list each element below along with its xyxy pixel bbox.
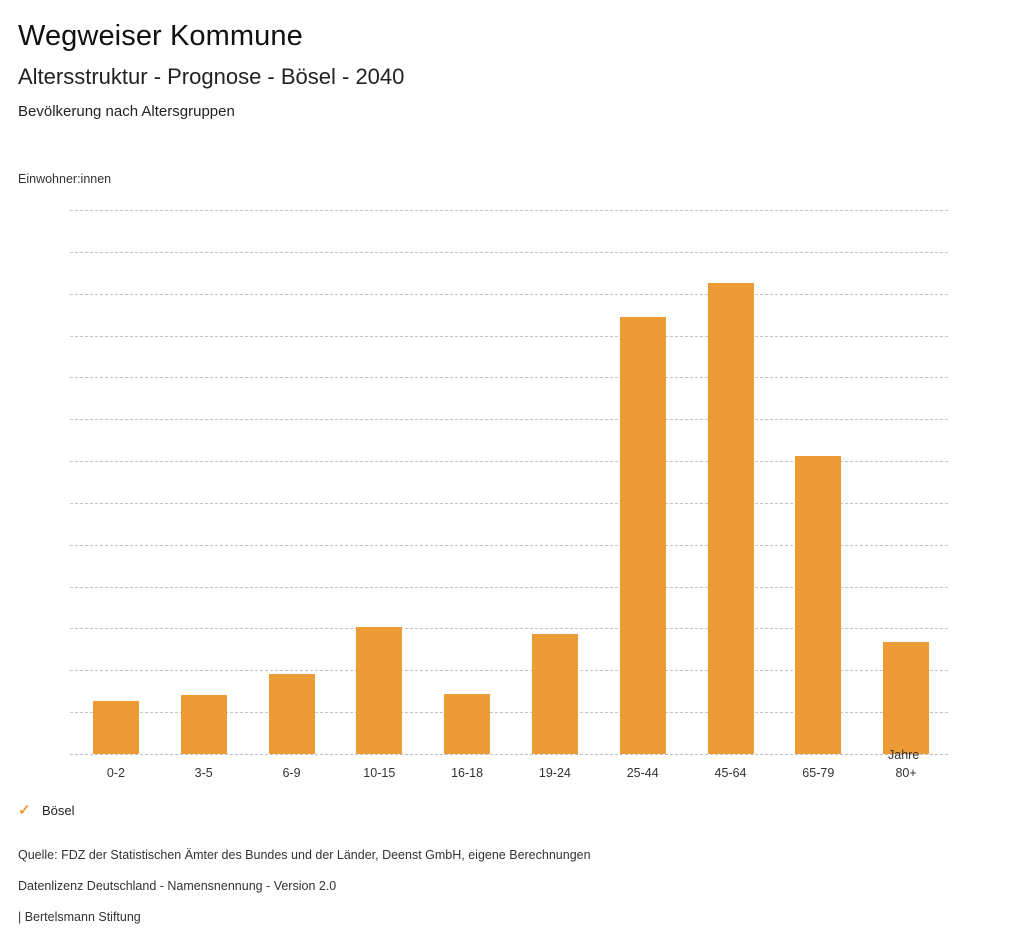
footer-line: Quelle: FDZ der Statistischen Ämter des …: [18, 848, 591, 862]
x-axis-tick-label: 25-44: [626, 766, 659, 780]
bar[interactable]: [92, 701, 139, 754]
x-axis-tick-label: 80+: [895, 766, 917, 780]
bar[interactable]: [531, 633, 578, 754]
x-axis-tick-label: 10-15: [363, 766, 396, 780]
gridline: [70, 628, 948, 630]
page-subsubtitle: Bevölkerung nach Altersgruppen: [18, 103, 235, 120]
plot-area: 2.6002.4002.2002.0001.8001.6001.4001.200…: [70, 210, 948, 780]
bar[interactable]: [444, 693, 491, 754]
gridline: [70, 502, 948, 504]
x-axis-title: Jahre: [888, 748, 920, 762]
chart-legend[interactable]: ✓ Bösel: [18, 801, 75, 819]
bar[interactable]: [795, 455, 842, 754]
gridline: [70, 544, 948, 546]
bar[interactable]: [619, 316, 666, 754]
gridline: [70, 670, 948, 672]
gridline: [70, 712, 948, 714]
x-axis-tick-label: 3-5: [194, 766, 213, 780]
x-axis-tick-label: 6-9: [282, 766, 301, 780]
footer-line: Datenlizenz Deutschland - Namensnennung …: [18, 879, 337, 893]
bar[interactable]: [356, 626, 403, 754]
gridline: [70, 461, 948, 463]
gridline: [70, 293, 948, 295]
x-axis-tick-label: 45-64: [714, 766, 747, 780]
y-axis-title: Einwohner:innen: [18, 172, 112, 186]
check-icon: ✓: [18, 801, 31, 819]
page-header: Wegweiser Kommune Altersstruktur - Progn…: [0, 0, 1024, 123]
x-axis-tick-label: 19-24: [538, 766, 571, 780]
gridline: [70, 419, 948, 421]
gridline: [70, 251, 948, 253]
gridline: [70, 586, 948, 588]
gridline: [70, 335, 948, 337]
legend-item-label: Bösel: [42, 803, 75, 818]
x-axis-tick-label: 16-18: [451, 766, 484, 780]
chart-footer: Quelle: FDZ der Statistischen Ämter des …: [18, 840, 998, 933]
bar[interactable]: [268, 674, 315, 754]
page-subtitle: Altersstruktur - Prognose - Bösel - 2040: [18, 64, 405, 89]
bar[interactable]: [180, 695, 227, 754]
bar[interactable]: [707, 282, 754, 754]
gridline: [70, 754, 948, 755]
footer-line: | Bertelsmann Stiftung: [18, 910, 141, 924]
gridline: [70, 377, 948, 379]
x-axis-tick-label: 0-2: [106, 766, 125, 780]
bar-series-boesel: [70, 210, 948, 754]
x-axis-tick-label: 65-79: [802, 766, 835, 780]
gridline: [70, 210, 948, 211]
page-title: Wegweiser Kommune: [18, 20, 303, 52]
bar-chart: Einwohner:innen 2.6002.4002.2002.0001.80…: [0, 160, 1024, 800]
bar[interactable]: [883, 641, 930, 754]
